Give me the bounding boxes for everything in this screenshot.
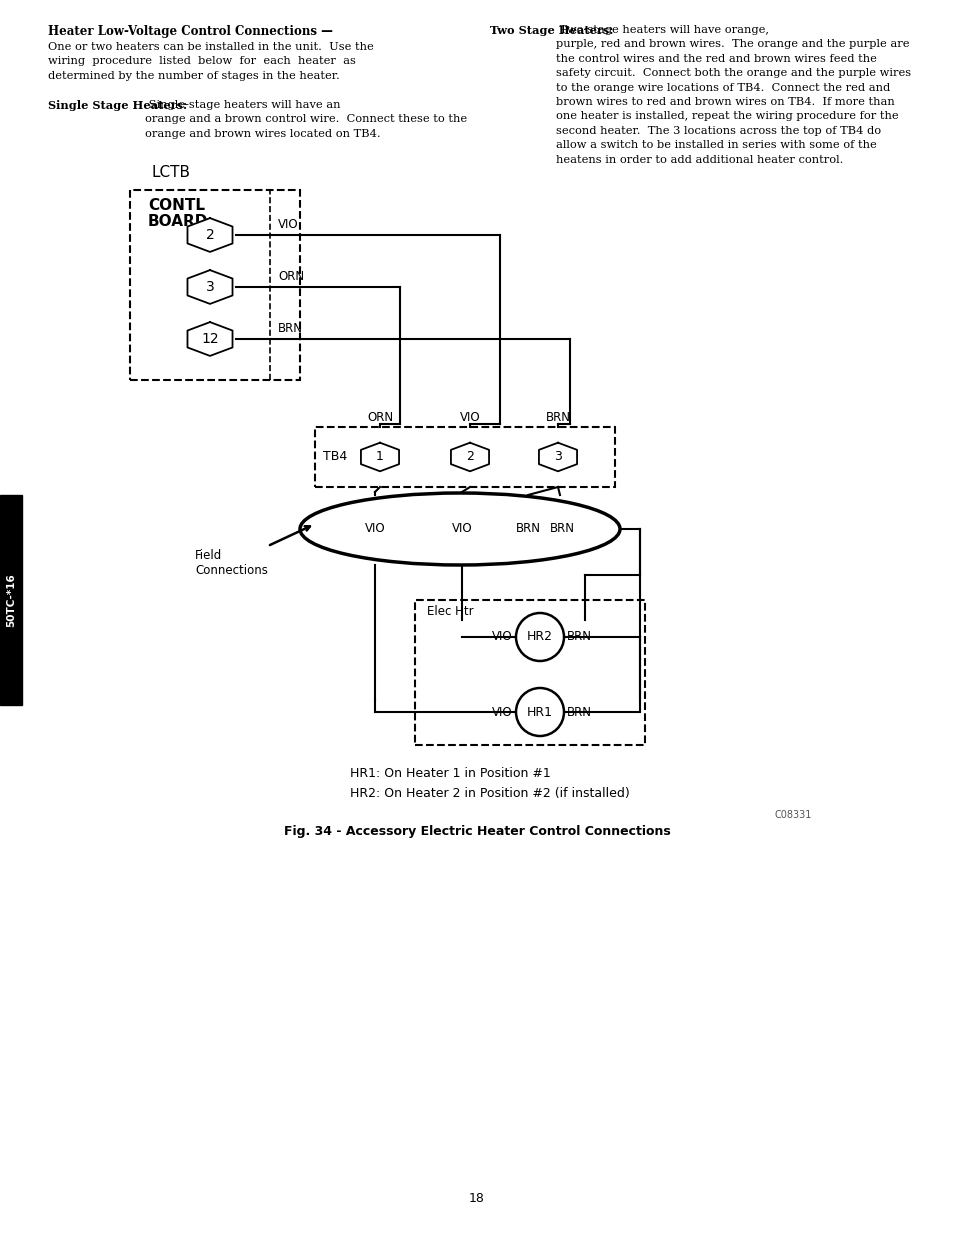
Text: BRN: BRN bbox=[515, 522, 540, 536]
Text: TB4: TB4 bbox=[323, 451, 347, 463]
Text: Elec Htr: Elec Htr bbox=[427, 605, 473, 618]
Text: BRN: BRN bbox=[566, 705, 592, 719]
Text: 1: 1 bbox=[375, 451, 383, 463]
Polygon shape bbox=[188, 219, 233, 252]
Text: LCTB: LCTB bbox=[152, 165, 191, 180]
Text: HR1: HR1 bbox=[526, 705, 553, 719]
Text: CONTL
BOARD: CONTL BOARD bbox=[148, 198, 208, 230]
Text: VIO: VIO bbox=[459, 411, 479, 424]
Bar bbox=[0, 495, 22, 705]
Text: VIO: VIO bbox=[492, 631, 513, 643]
Text: Heater Low-Voltage Control Connections —: Heater Low-Voltage Control Connections — bbox=[48, 25, 333, 38]
Circle shape bbox=[516, 688, 563, 736]
Text: HR1: On Heater 1 in Position #1: HR1: On Heater 1 in Position #1 bbox=[350, 767, 550, 781]
Polygon shape bbox=[538, 442, 577, 472]
Text: BRN: BRN bbox=[545, 411, 570, 424]
Text: Field
Connections: Field Connections bbox=[194, 526, 310, 577]
Text: 12: 12 bbox=[201, 332, 218, 346]
Text: ORN: ORN bbox=[277, 270, 304, 283]
Text: Single-stage heaters will have an
orange and a brown control wire.  Connect thes: Single-stage heaters will have an orange… bbox=[145, 100, 467, 138]
Polygon shape bbox=[188, 322, 233, 356]
Text: VIO: VIO bbox=[451, 522, 472, 536]
Text: 3: 3 bbox=[206, 280, 214, 294]
Text: ORN: ORN bbox=[367, 411, 393, 424]
Text: HR2: HR2 bbox=[526, 631, 553, 643]
FancyBboxPatch shape bbox=[415, 600, 644, 745]
Polygon shape bbox=[451, 442, 489, 472]
Text: HR2: On Heater 2 in Position #2 (if installed): HR2: On Heater 2 in Position #2 (if inst… bbox=[350, 787, 629, 800]
Text: BRN: BRN bbox=[566, 631, 592, 643]
Text: VIO: VIO bbox=[364, 522, 385, 536]
Text: One or two heaters can be installed in the unit.  Use the
wiring  procedure  lis: One or two heaters can be installed in t… bbox=[48, 42, 374, 80]
Ellipse shape bbox=[299, 493, 619, 564]
Text: Fig. 34 - Accessory Electric Heater Control Connections: Fig. 34 - Accessory Electric Heater Cont… bbox=[283, 825, 670, 839]
Text: Two Stage Heaters:: Two Stage Heaters: bbox=[490, 25, 613, 36]
Text: Single Stage Heaters:: Single Stage Heaters: bbox=[48, 100, 187, 111]
FancyBboxPatch shape bbox=[314, 427, 615, 487]
Text: 3: 3 bbox=[554, 451, 561, 463]
Circle shape bbox=[516, 613, 563, 661]
Text: BRN: BRN bbox=[549, 522, 574, 536]
Text: C08331: C08331 bbox=[774, 810, 812, 820]
Text: Two-stage heaters will have orange,
purple, red and brown wires.  The orange and: Two-stage heaters will have orange, purp… bbox=[556, 25, 910, 164]
Text: 18: 18 bbox=[469, 1192, 484, 1205]
FancyBboxPatch shape bbox=[130, 190, 299, 380]
Polygon shape bbox=[188, 270, 233, 304]
Text: 2: 2 bbox=[466, 451, 474, 463]
Polygon shape bbox=[360, 442, 398, 472]
Text: VIO: VIO bbox=[277, 219, 298, 231]
Text: BRN: BRN bbox=[277, 322, 303, 335]
Text: 50TC-*16: 50TC-*16 bbox=[6, 573, 16, 627]
Text: VIO: VIO bbox=[492, 705, 513, 719]
Text: 2: 2 bbox=[206, 228, 214, 242]
